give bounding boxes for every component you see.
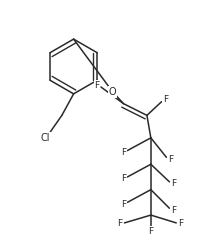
Text: F: F — [168, 155, 173, 164]
Text: F: F — [95, 80, 100, 89]
Text: F: F — [121, 174, 126, 183]
Text: F: F — [179, 219, 184, 228]
Text: F: F — [163, 95, 168, 104]
Text: F: F — [171, 179, 176, 188]
Text: F: F — [171, 206, 176, 215]
Text: O: O — [109, 87, 117, 97]
Text: F: F — [121, 200, 126, 209]
Text: Cl: Cl — [41, 133, 50, 143]
Text: F: F — [148, 227, 153, 236]
Text: F: F — [121, 148, 126, 157]
Text: F: F — [117, 219, 122, 228]
